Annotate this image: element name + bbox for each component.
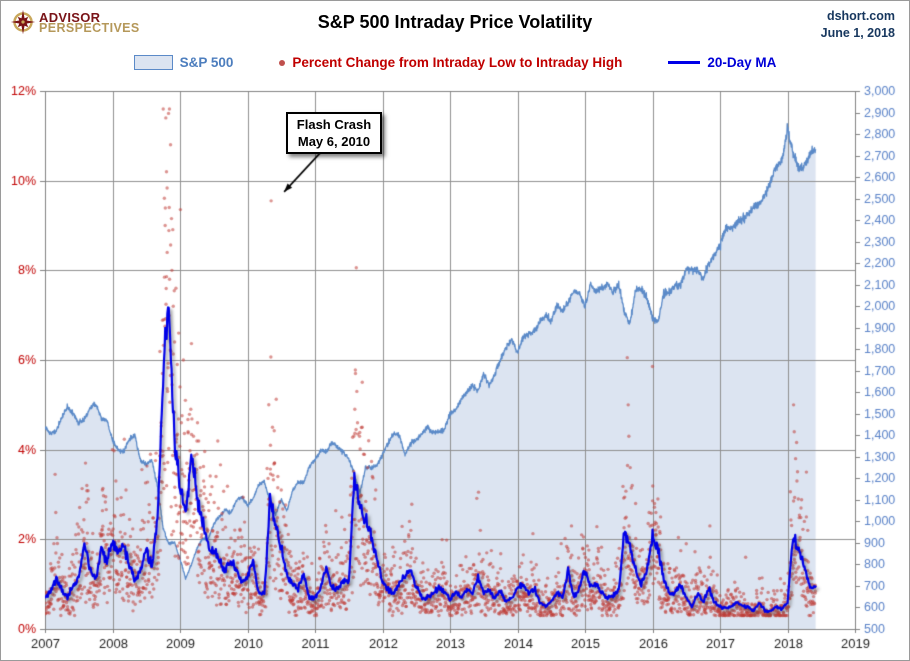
- ma-line-swatch-icon: [668, 61, 701, 64]
- legend-item-sp500: S&P 500: [133, 55, 234, 70]
- legend-item-20day-ma: 20-Day MA: [668, 55, 776, 70]
- logo-line1: ADVISOR: [39, 10, 101, 25]
- advisor-perspectives-logo: ADVISOR PERSPECTIVES: [10, 9, 140, 35]
- volatility-chart-canvas: [1, 83, 909, 660]
- page-title: S&P 500 Intraday Price Volatility: [317, 12, 593, 32]
- annotation-line1: Flash Crash: [296, 117, 372, 132]
- logo-line2: PERSPECTIVES: [39, 21, 140, 35]
- chart-legend: S&P 500 Percent Change from Intraday Low…: [1, 55, 909, 70]
- source-date: June 1, 2018: [820, 26, 895, 40]
- source-block: dshort.com June 1, 2018: [821, 8, 895, 42]
- sp500-area-swatch-icon: [133, 55, 173, 70]
- compass-rose-icon: [10, 9, 36, 35]
- legend-label-percent-change: Percent Change from Intraday Low to Intr…: [292, 55, 623, 70]
- legend-label-sp500: S&P 500: [179, 55, 234, 70]
- volatility-dot-swatch-icon: [279, 59, 286, 66]
- flash-crash-annotation: Flash Crash May 6, 2010: [286, 112, 382, 154]
- annotation-line2: May 6, 2010: [297, 134, 371, 149]
- legend-label-20day-ma: 20-Day MA: [707, 55, 777, 70]
- source-site: dshort.com: [826, 9, 895, 23]
- legend-item-percent-change: Percent Change from Intraday Low to Intr…: [279, 55, 622, 70]
